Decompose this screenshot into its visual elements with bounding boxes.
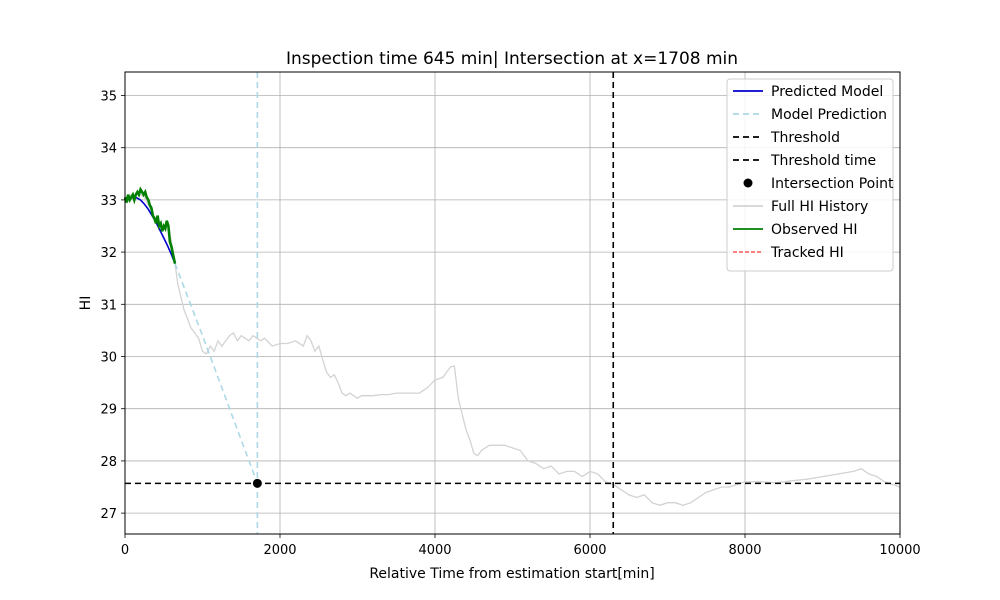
x-tick-label: 2000 <box>263 543 296 558</box>
series-full-hi-history <box>124 191 901 506</box>
legend-label-model_prediction: Model Prediction <box>771 107 887 123</box>
y-tick-label: 28 <box>100 455 117 470</box>
legend-label-observed_hi: Observed HI <box>771 222 857 238</box>
y-tick-label: 29 <box>100 403 117 418</box>
legend-label-predicted_model: Predicted Model <box>771 84 883 100</box>
y-tick-label: 30 <box>100 351 117 366</box>
legend-label-threshold_time: Threshold time <box>770 153 876 169</box>
series-observed-hi <box>123 186 177 264</box>
legend-label-intersection: Intersection Point <box>771 176 894 192</box>
ticks: 0 2000 4000 6000 8000 10000 27 28 29 30 31 32 33 34 35 <box>100 89 920 558</box>
y-tick-label: 33 <box>100 194 117 209</box>
legend-marker-intersection <box>743 178 753 188</box>
plot-frame <box>124 71 901 535</box>
y-axis-label: HI <box>78 296 94 311</box>
legend-box <box>726 78 894 272</box>
legend-label-threshold: Threshold <box>770 130 840 146</box>
x-axis-label: Relative Time from estimation start[min] <box>369 566 654 582</box>
legend: Predicted Model Model Prediction Threshold… <box>726 78 894 272</box>
legend-label-full_hi_history: Full HI History <box>771 199 868 215</box>
series-layer <box>123 72 901 534</box>
x-tick-label: 10000 <box>879 543 920 558</box>
y-tick-label: 27 <box>100 507 117 522</box>
x-tick-label: 6000 <box>573 543 606 558</box>
legend-label-tracked_hi: Tracked HI <box>770 245 844 261</box>
intersection-point <box>252 478 262 488</box>
x-tick-label: 0 <box>121 543 129 558</box>
y-tick-label: 35 <box>100 89 117 104</box>
y-tick-label: 34 <box>100 142 117 157</box>
series-model-prediction <box>174 263 259 484</box>
y-tick-label: 31 <box>100 298 117 313</box>
chart-title: Inspection time 645 min| Intersection at… <box>286 49 738 69</box>
x-tick-label: 8000 <box>728 543 761 558</box>
y-tick-label: 32 <box>100 246 117 261</box>
x-tick-label: 4000 <box>418 543 451 558</box>
